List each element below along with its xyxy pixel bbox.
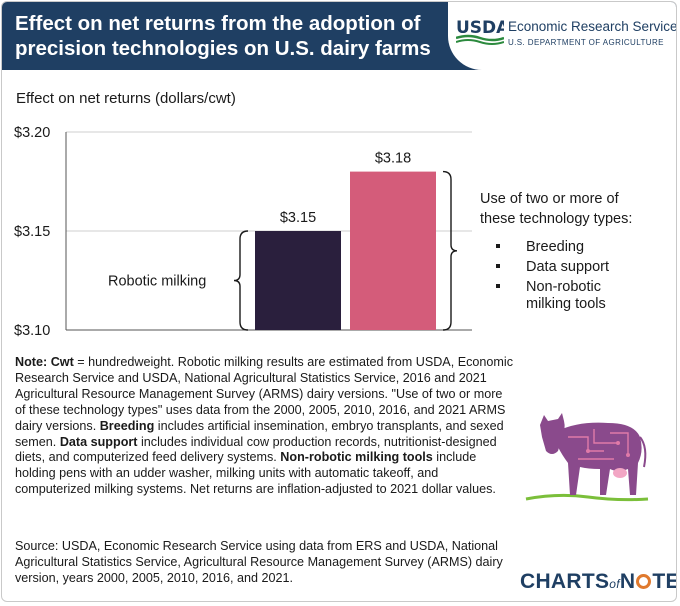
right-heading-line1: Use of two or more of — [480, 191, 620, 207]
right-brace — [442, 170, 458, 331]
bar-value-label: $3.18 — [375, 151, 411, 167]
y-tick-label: $3.15 — [14, 224, 50, 240]
chart-source: Source: USDA, Economic Research Service … — [15, 539, 503, 585]
usda-logo-icon: USDA — [456, 18, 504, 45]
technology-item: Breeding — [526, 239, 584, 255]
header-banner: Effect on net returns from the adoption … — [2, 2, 676, 70]
agency-name: Economic Research Service — [508, 19, 677, 34]
technology-item: milking tools — [526, 296, 606, 312]
bullet-icon — [496, 284, 500, 288]
cow-illustration-icon — [525, 413, 649, 502]
note-text-cwt: = hundredweight. Robotic milking results… — [15, 355, 514, 433]
right-heading-line2: these technology types: — [480, 211, 632, 227]
logo-charts: CHARTS — [520, 570, 610, 593]
logo-o-icon — [636, 574, 652, 589]
chart-note: Note: Cwt = hundredweight. Robotic milki… — [15, 355, 515, 498]
note-text-breeding: includes artificial insemination, embryo… — [15, 418, 504, 449]
bullet-icon — [496, 264, 500, 268]
robotic-milking-label: Robotic milking — [108, 274, 206, 290]
note-term-cwt: Cwt — [50, 355, 74, 369]
charts-of-note-logo: CHARTSofN TE — [520, 570, 676, 594]
note-label: Note: — [15, 355, 48, 369]
note-text-data-support: includes individual cow production recor… — [15, 434, 497, 465]
bar — [255, 231, 341, 330]
y-axis-title: Effect on net returns (dollars/cwt) — [16, 90, 236, 107]
bullet-icon — [496, 244, 500, 248]
note-text-non-robotic: include holding pens with an udder washe… — [15, 450, 496, 497]
agency-logo-box: USDA Economic Research Service U.S. DEPA… — [448, 2, 676, 70]
department-name: U.S. DEPARTMENT OF AGRICULTURE — [508, 38, 664, 47]
bar-chart: $3.10 $3.15 $3.20 $3.15 $3.18 Robotic milking… — [14, 125, 632, 339]
logo-of: of — [609, 577, 620, 591]
logo-n: N — [619, 570, 636, 593]
technology-item: Data support — [526, 259, 609, 275]
note-term-data-support: Data support — [59, 434, 138, 449]
note-term-breeding: Breeding — [99, 418, 155, 433]
y-tick-label: $3.20 — [14, 125, 50, 141]
logo-te: TE — [652, 570, 676, 593]
usda-logo-text: USDA — [456, 18, 504, 38]
bar — [350, 171, 436, 330]
left-brace — [233, 230, 249, 331]
technology-item: Non-robotic — [526, 279, 601, 295]
note-term-non-robotic: Non-robotic milking tools — [280, 450, 433, 465]
y-tick-label: $3.10 — [14, 323, 50, 339]
chart-title: Effect on net returns from the adoption … — [15, 12, 431, 60]
bar-value-label: $3.15 — [280, 210, 316, 226]
